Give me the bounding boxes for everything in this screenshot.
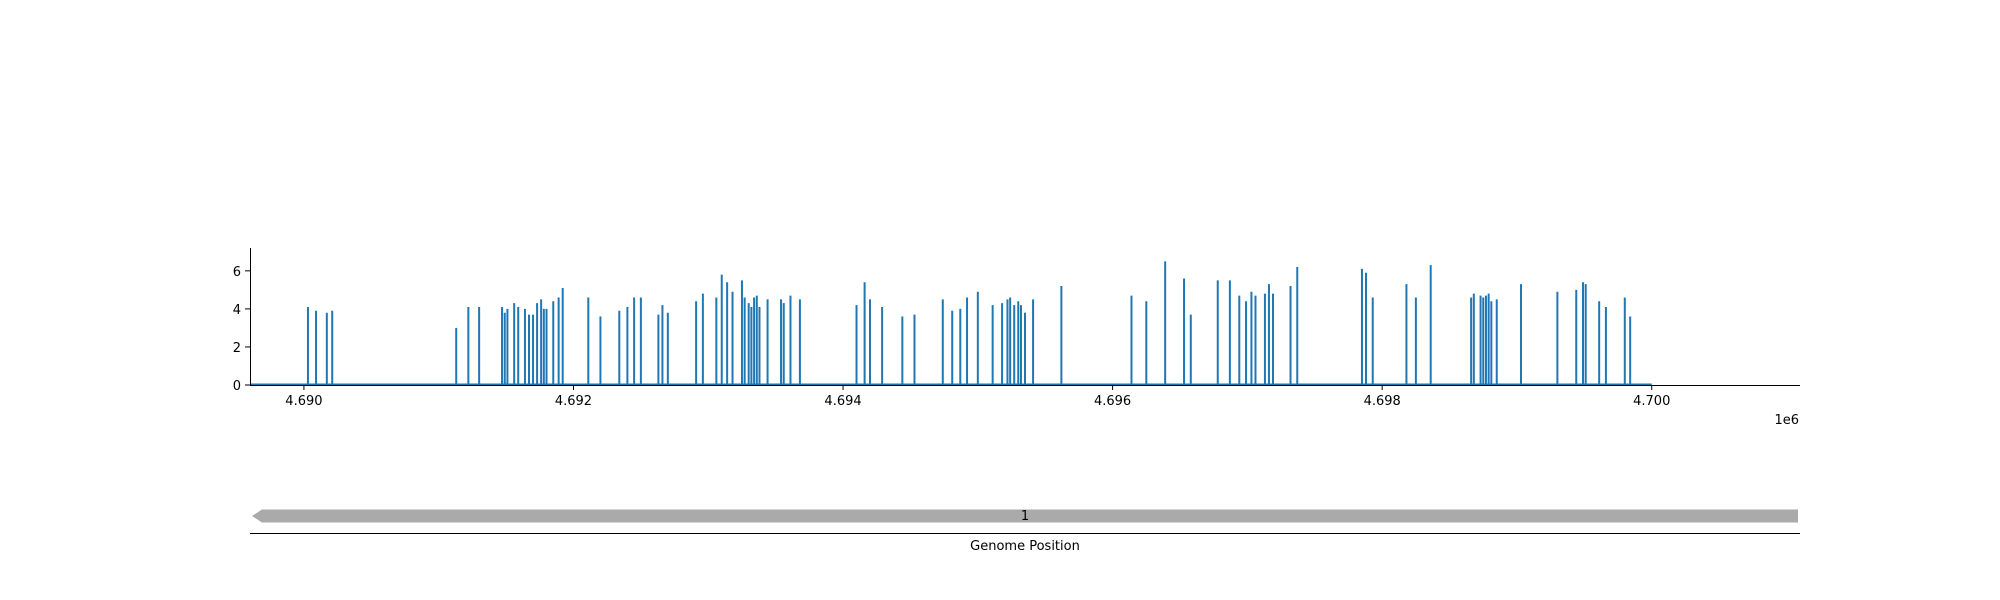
x-tick-label-5: 4.700 (1633, 394, 1670, 409)
y-tick-label-0: 0 (233, 379, 241, 394)
y-axis-ticks: 0 2 4 6 (233, 265, 250, 394)
x-axis-ticks: 4.690 4.692 4.694 4.696 4.698 4.700 (285, 385, 1670, 409)
coverage-stems (306, 261, 1632, 385)
coverage-plot: 4.690 4.692 4.694 4.696 4.698 4.700 0 2 4 6 1e6 (233, 248, 1800, 428)
y-tick-label-2: 4 (233, 303, 241, 318)
gene-feature-label: 1 (1021, 509, 1029, 524)
x-tick-label-3: 4.696 (1094, 394, 1131, 409)
x-tick-label-2: 4.694 (824, 394, 861, 409)
x-tick-label-0: 4.690 (285, 394, 322, 409)
x-tick-label-4: 4.698 (1364, 394, 1401, 409)
y-tick-label-3: 6 (233, 265, 241, 280)
y-tick-label-1: 2 (233, 341, 241, 356)
x-offset-label: 1e6 (1774, 413, 1799, 428)
x-axis-label: Genome Position (970, 539, 1080, 554)
x-tick-label-1: 4.692 (555, 394, 592, 409)
gene-feature-arrow (252, 509, 1798, 523)
gene-track: 1 Genome Position (250, 509, 1800, 554)
